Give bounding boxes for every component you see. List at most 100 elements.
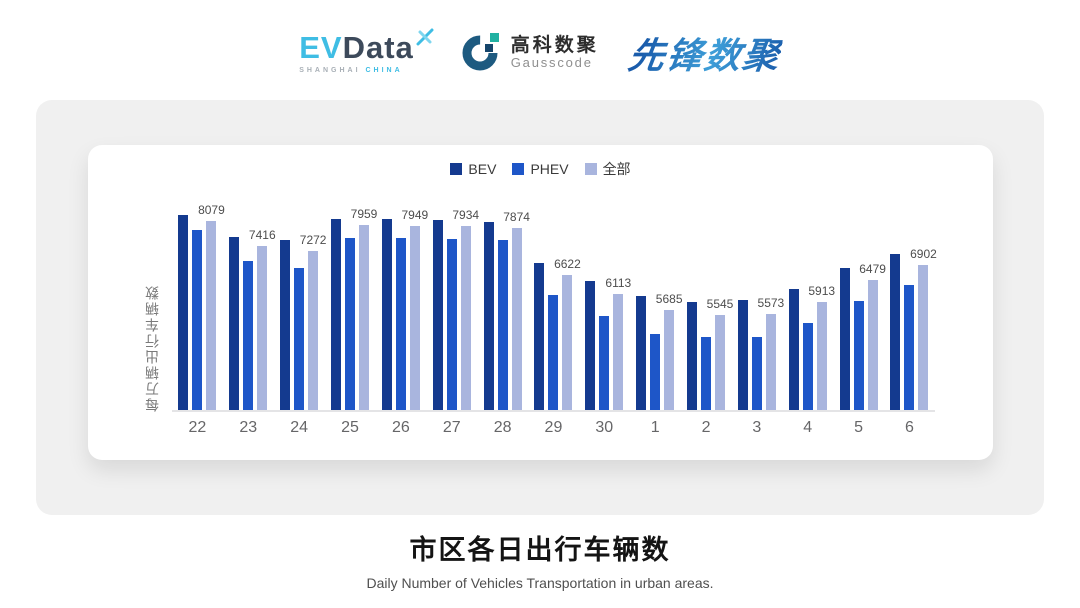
bars-area: 8079 7416 7272 7959 7949 7934 7874 6622 6113 5685… bbox=[172, 203, 937, 412]
bar-全部-28 bbox=[511, 228, 522, 410]
legend-item-bev[interactable]: BEV bbox=[450, 161, 496, 177]
bar-group-22: 8079 bbox=[172, 203, 225, 410]
bar-全部-2 bbox=[715, 315, 726, 410]
bar-bev-5 bbox=[839, 268, 850, 410]
value-label-22: 8079 bbox=[198, 203, 225, 217]
bar-group-2: 5545 bbox=[681, 212, 733, 410]
value-label-29: 6622 bbox=[554, 257, 581, 271]
gausscode-name-en: Gausscode bbox=[510, 55, 593, 71]
bar-group-29: 6622 bbox=[528, 212, 581, 410]
bar-全部-3 bbox=[765, 314, 776, 410]
bar-group-28: 7874 bbox=[477, 210, 530, 410]
chart-card: BEV PHEV 全部 每万辆出行车辆数 8079 7416 7272 7959 7949 7… bbox=[88, 145, 993, 460]
value-label-28: 7874 bbox=[503, 210, 530, 224]
value-label-4: 5913 bbox=[808, 284, 836, 298]
bar-phev-3 bbox=[751, 337, 762, 410]
bar-phev-25 bbox=[345, 238, 355, 410]
bar-group-5: 6479 bbox=[833, 212, 886, 410]
bar-group-24: 7272 bbox=[274, 212, 327, 410]
bar-全部-6 bbox=[918, 265, 929, 410]
x-tick-27: 27 bbox=[442, 419, 461, 436]
bar-phev-24 bbox=[294, 268, 305, 410]
x-tick-25: 25 bbox=[341, 419, 359, 436]
x-tick-6: 6 bbox=[905, 419, 914, 436]
x-tick-22: 22 bbox=[188, 419, 207, 436]
legend-swatch-icon bbox=[450, 163, 463, 175]
bar-全部-23 bbox=[257, 246, 268, 410]
bar-bev-6 bbox=[890, 254, 901, 410]
plot-area: 8079 7416 7272 7959 7949 7934 7874 6622 6113 5685… bbox=[172, 203, 937, 437]
bar-group-1: 5685 bbox=[630, 212, 683, 410]
bar-全部-30 bbox=[613, 294, 624, 410]
bar-全部-1 bbox=[664, 310, 675, 410]
bar-phev-6 bbox=[904, 285, 915, 410]
bar-group-3: 5573 bbox=[731, 212, 785, 410]
bar-group-30: 6113 bbox=[579, 212, 632, 410]
bar-phev-2 bbox=[701, 337, 712, 410]
gausscode-mark-icon bbox=[462, 30, 502, 77]
value-label-6: 6902 bbox=[910, 247, 937, 261]
bar-phev-28 bbox=[497, 240, 508, 410]
bar-全部-27 bbox=[460, 226, 471, 410]
bar-bev-28 bbox=[483, 222, 494, 410]
gausscode-logo: 高科数聚 Gausscode bbox=[462, 30, 599, 77]
legend-item-全部[interactable]: 全部 bbox=[584, 159, 631, 179]
bar-bev-1 bbox=[636, 296, 647, 410]
bar-phev-4 bbox=[802, 323, 813, 410]
bar-group-25: 7959 bbox=[325, 207, 377, 410]
x-tick-1: 1 bbox=[650, 419, 660, 436]
x-tick-26: 26 bbox=[391, 419, 410, 436]
bar-phev-23 bbox=[243, 261, 254, 410]
bar-group-26: 7949 bbox=[375, 208, 428, 410]
evdata-tagline: SHANGHAI CHINA bbox=[299, 67, 403, 74]
value-label-5: 6479 bbox=[859, 262, 886, 276]
legend-swatch-icon bbox=[584, 163, 597, 175]
bar-group-23: 7416 bbox=[223, 212, 276, 410]
bar-group-6: 6902 bbox=[884, 212, 937, 410]
bar-全部-26 bbox=[409, 226, 420, 410]
value-label-30: 6113 bbox=[605, 276, 632, 290]
gausscode-name-cn: 高科数聚 bbox=[510, 34, 599, 56]
evdata-ev-text: EV bbox=[299, 30, 343, 65]
bar-全部-29 bbox=[562, 275, 573, 410]
value-label-24: 7272 bbox=[299, 233, 327, 247]
bar-全部-5 bbox=[867, 280, 878, 410]
evdata-data-text: Data bbox=[342, 30, 414, 65]
x-axis-ticks: 22 23 24 25 26 27 28 29 30 1 2 3 4 5 6 bbox=[172, 419, 935, 437]
bar-phev-1 bbox=[650, 334, 661, 410]
bar-bev-2 bbox=[687, 302, 698, 410]
bar-bev-29 bbox=[534, 263, 545, 410]
x-tick-3: 3 bbox=[752, 419, 762, 436]
pioneer-logo: 先锋数聚 bbox=[625, 27, 784, 79]
page: EV Data SHANGHAI CHINA bbox=[0, 0, 1080, 591]
x-tick-29: 29 bbox=[544, 419, 563, 436]
value-label-26: 7949 bbox=[401, 208, 429, 222]
value-label-1: 5685 bbox=[655, 292, 683, 306]
header-logos: EV Data SHANGHAI CHINA bbox=[0, 0, 1080, 100]
bar-phev-5 bbox=[853, 301, 864, 410]
y-axis-label: 每万辆出行车辆数 bbox=[144, 284, 160, 412]
x-tick-24: 24 bbox=[290, 419, 309, 436]
legend-item-phev[interactable]: PHEV bbox=[512, 161, 569, 177]
chart-subtitle: Daily Number of Vehicles Transportation … bbox=[366, 575, 714, 591]
value-label-3: 5573 bbox=[757, 296, 785, 310]
bar-全部-25 bbox=[359, 225, 369, 410]
x-tick-5: 5 bbox=[854, 419, 864, 436]
bar-phev-29 bbox=[548, 295, 559, 410]
legend-label: 全部 bbox=[602, 161, 631, 177]
x-tick-28: 28 bbox=[493, 419, 512, 436]
bar-bev-24 bbox=[280, 240, 291, 410]
footer: 市区各日出行车辆数 Daily Number of Vehicles Trans… bbox=[0, 528, 1080, 591]
chart-panel: BEV PHEV 全部 每万辆出行车辆数 8079 7416 7272 7959 7949 7… bbox=[36, 100, 1044, 515]
bar-group-27: 7934 bbox=[426, 208, 479, 410]
bar-bev-30 bbox=[585, 281, 596, 410]
bar-全部-4 bbox=[816, 302, 827, 410]
bar-group-4: 5913 bbox=[782, 212, 836, 410]
chart-body: 每万辆出行车辆数 8079 7416 7272 7959 7949 7934 7874 662… bbox=[88, 203, 993, 437]
bar-bev-23 bbox=[229, 237, 240, 410]
bar-bev-4 bbox=[788, 289, 799, 410]
value-label-27: 7934 bbox=[452, 208, 480, 222]
x-tick-4: 4 bbox=[803, 419, 813, 436]
bar-全部-24 bbox=[308, 251, 319, 410]
value-label-23: 7416 bbox=[248, 228, 276, 242]
